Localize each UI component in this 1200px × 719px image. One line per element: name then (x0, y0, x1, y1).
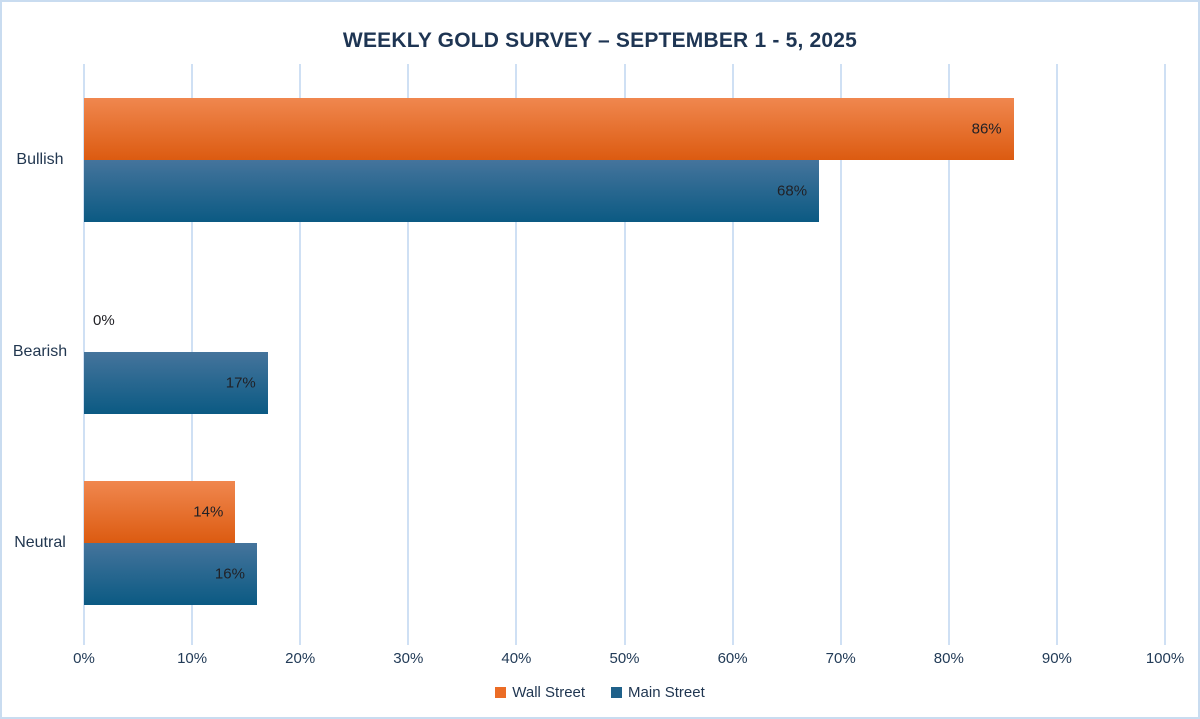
value-label-main-street-bearish: 17% (225, 374, 256, 391)
bar-main-street-neutral: 16% (84, 543, 257, 606)
gridline-80- (947, 64, 950, 645)
category-label-bullish: Bullish (16, 150, 64, 168)
legend-swatch-wall-street-icon (495, 687, 507, 698)
gridline-40- (515, 64, 518, 645)
x-tick-label-10-: 10% (177, 650, 208, 667)
x-tick-label-90-: 90% (1041, 650, 1072, 667)
value-label-main-street-bullish: 68% (777, 182, 808, 200)
category-label-bearish: Bearish (12, 342, 68, 360)
x-tick-label-80-: 80% (933, 650, 964, 667)
legend: Wall Street Main Street (2, 684, 1198, 701)
gridline-70- (839, 64, 842, 645)
x-tick-label-60-: 60% (717, 650, 748, 667)
gridline-100- (1164, 64, 1166, 645)
x-tick-label-40-: 40% (501, 650, 532, 667)
value-label-wall-street-bullish: 86% (971, 120, 1002, 138)
x-tick-label-70-: 70% (825, 650, 856, 667)
legend-label-wall-street: Wall Street (512, 684, 586, 701)
bar-main-street-bearish: 17% (84, 351, 268, 414)
value-label-wall-street-neutral: 14% (193, 503, 224, 521)
legend-item-wall-street: Wall Street (495, 684, 585, 701)
legend-label-main-street: Main Street (628, 684, 705, 701)
x-tick-label-20-: 20% (285, 650, 316, 667)
gridline-60- (731, 64, 734, 645)
gridline-20- (299, 64, 302, 645)
value-label-main-street-neutral: 16% (214, 565, 245, 583)
gridline-30- (407, 64, 410, 645)
value-label-wall-street-bearish: 0% (93, 311, 115, 329)
bar-wall-street-bullish: 86% (84, 97, 1014, 160)
gridline-90- (1055, 64, 1058, 645)
legend-item-main-street: Main Street (611, 684, 705, 701)
bar-wall-street-neutral: 14% (84, 481, 236, 544)
x-tick-label-30-: 30% (393, 650, 424, 667)
chart-title: WEEKLY GOLD SURVEY – SEPTEMBER 1 - 5, 20… (342, 29, 858, 52)
x-tick-label-100-: 100% (1145, 650, 1185, 667)
legend-swatch-main-street-icon (611, 687, 623, 698)
bar-main-street-bullish: 68% (84, 159, 820, 222)
x-tick-label-0-: 0% (73, 650, 95, 667)
gridline-50- (623, 64, 626, 645)
category-label-neutral: Neutral (14, 534, 66, 552)
x-tick-label-50-: 50% (609, 650, 640, 667)
